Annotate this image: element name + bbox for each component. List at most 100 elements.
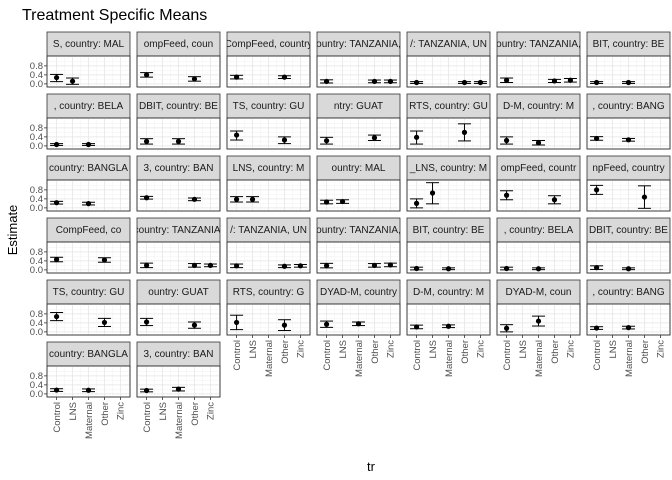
strip-background [226,93,311,119]
estimate-point [535,318,542,324]
panel-border [46,179,131,212]
facet-panel: S, country: MAL 0.00.40.8 [30,31,131,90]
estimate-point [53,141,60,148]
y-tick-label: 0.0 [30,265,43,276]
estimate-point [281,263,288,269]
panel-border [496,117,581,150]
strip-label: 3, country: BAN [143,163,213,174]
facet-panel: CompFeed, country [226,31,311,88]
facet-panel: DBIT, country: BE [586,217,671,274]
estimate-point [503,192,510,198]
strip-label: RTS, country: G [233,287,305,298]
estimate-point [593,325,600,331]
strip-label: ountry: TANZANIA, [316,225,401,236]
x-tick-label: LNS [608,340,619,358]
strip-background [406,93,491,119]
estimate-point [503,77,510,83]
strip-background [46,341,131,367]
estimate-point [641,194,648,200]
estimate-point [445,323,452,329]
estimate-point [53,256,60,263]
y-tick-label: 0.8 [30,247,43,258]
strip-background [586,155,671,181]
strip-background [496,155,581,181]
y-tick-label: 0.8 [30,371,43,382]
estimate-point [567,77,574,83]
strip-label: ompFeed, coun [144,39,214,50]
x-tick-label: Zinc [566,340,577,358]
strip-background [46,155,131,181]
strip-label: , country: BANG [592,287,664,298]
facet-panel: LNS, country: M [226,155,311,212]
y-tick-label: 0.4 [30,194,43,205]
estimate-point [175,386,182,392]
estimate-point [593,187,600,193]
facet-panel: ountry: TANZANIA, [316,31,401,88]
strip-label: ountry: GUAT [148,287,208,298]
facet-panel: /: TANZANIA, UN [406,31,491,88]
estimate-point [339,198,346,205]
strip-background [46,31,131,57]
panel-border [406,179,491,212]
strip-background [136,155,221,181]
panel-border [46,117,131,150]
facet-panel: DYAD-M, coun Control LNS Maternal Other Zinc [496,279,581,377]
estimate-point [413,200,420,206]
estimate-point [535,266,542,272]
estimate-point [355,321,362,327]
panel-border [586,117,671,150]
panel-border [46,303,131,336]
panel-border [226,55,311,88]
estimate-point [281,137,288,143]
strip-label: DYAD-M, coun [506,287,572,298]
panel-border [316,117,401,150]
facet-panel: TS, country: GU [226,93,311,150]
estimate-point [233,132,240,138]
x-tick-label: Maternal [264,340,275,377]
facet-panel: , country: BELA [496,217,581,274]
y-tick-label: 0.8 [30,123,43,134]
panel-border [496,55,581,88]
facet-panel: 3, country: BAN Control LNS Maternal Other Zi… [136,341,221,439]
estimate-point [503,325,510,331]
strip-background [586,279,671,305]
estimate-point [413,324,420,330]
estimate-point [175,138,182,144]
estimate-point [297,263,304,269]
facet-panel: DBIT, country: BE [136,93,221,150]
strip-background [316,279,401,305]
strip-label: country: BANGLA [49,349,128,360]
estimate-point [625,137,632,143]
facet-panel: , country: BELA 0.00.40.8 [30,93,131,152]
strip-label: BIT, country: BE [593,39,665,50]
estimate-point [143,262,150,268]
estimate-point [371,78,378,84]
x-tick-label: Other [370,340,381,364]
panel-border [586,241,671,274]
strip-label: ntry: GUAT [334,101,383,112]
strip-background [496,279,581,305]
x-tick-label: LNS [248,340,259,358]
strip-background [316,217,401,243]
strip-label: /: TANZANIA, UN [410,39,487,50]
x-tick-label: Zinc [386,340,397,358]
estimate-point [477,79,484,86]
x-tick-label: Control [142,402,153,433]
x-tick-label: LNS [518,340,529,358]
estimate-point [233,196,240,202]
estimate-point [593,265,600,271]
y-tick-label: 0.0 [30,141,43,152]
estimate-point [85,387,92,393]
strip-background [46,93,131,119]
y-tick-label: 0.0 [30,79,43,90]
estimate-point [233,319,240,326]
estimate-point [323,321,330,327]
strip-label: CompFeed, co [56,225,122,236]
x-tick-label: LNS [428,340,439,358]
strip-background [496,217,581,243]
estimate-point [143,319,150,325]
strip-label: TS, country: GU [53,287,125,298]
strip-label: ountry: TANZANIA, [496,39,581,50]
facet-panel: _LNS, country: M [406,155,491,212]
